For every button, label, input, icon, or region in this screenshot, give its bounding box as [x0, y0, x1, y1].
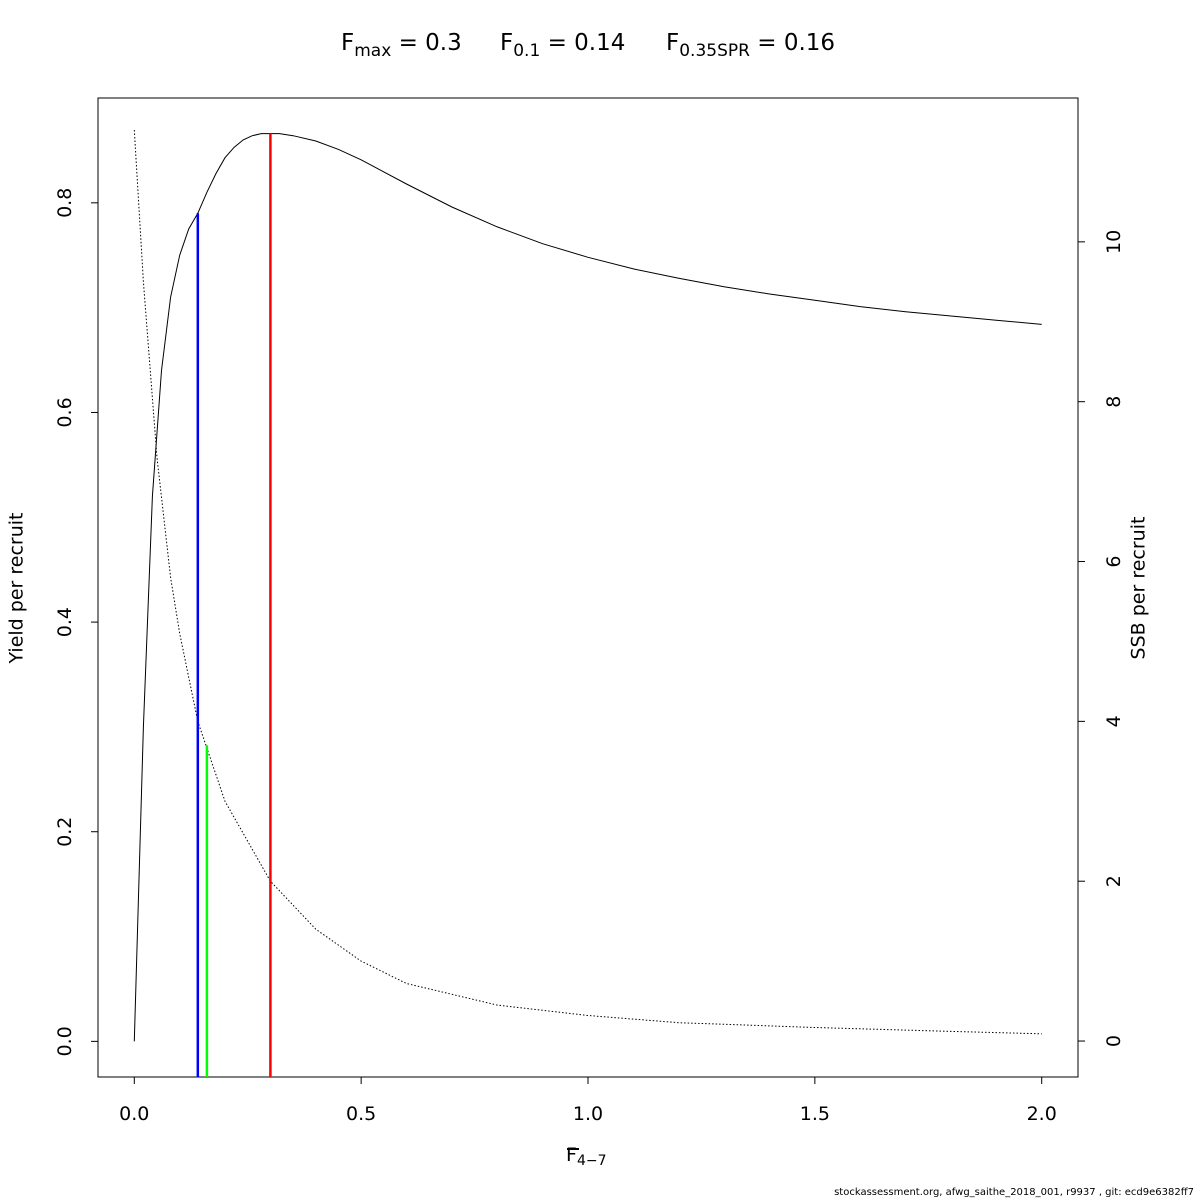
ssb-per-recruit-line: [133, 129, 1042, 1035]
x-tick-label: 1.0: [573, 1103, 603, 1125]
y-left-tick-label: 0.6: [54, 397, 76, 427]
title-fspr: F0.35SPR = 0.16: [666, 30, 836, 61]
footer-source: stockassessment.org, afwg_saithe_2018_00…: [834, 1187, 1194, 1198]
x-tick-label: 0.5: [346, 1103, 376, 1125]
y-right-tick-label: 6: [1103, 555, 1125, 567]
yield-per-recruit-line: [133, 133, 1042, 1042]
x-tick-label: 2.0: [1027, 1103, 1057, 1125]
y-right-tick-label: 0: [1103, 1035, 1125, 1047]
x-axis-label: F4−7: [566, 1144, 607, 1169]
y-left-tick-label: 0.0: [54, 1026, 76, 1056]
y-left-tick-label: 0.8: [54, 188, 76, 218]
y-axis-left-label: Yield per recruit: [5, 512, 27, 664]
y-right-tick-label: 8: [1103, 396, 1125, 408]
y-left-tick-label: 0.4: [54, 607, 76, 637]
y-right-tick-label: 2: [1103, 875, 1125, 887]
x-axis-label-bar: [567, 1148, 579, 1150]
x-tick-label: 1.5: [800, 1103, 830, 1125]
y-right-tick-label: 10: [1103, 230, 1125, 254]
plot-frame: [97, 97, 1079, 1078]
y-left-tick-label: 0.2: [54, 817, 76, 847]
y-axis-right-label: SSB per recruit: [1126, 516, 1149, 660]
title-f01: F0.1 = 0.14: [500, 30, 626, 61]
y-right-tick-label: 4: [1103, 715, 1125, 727]
x-tick-label: 0.0: [119, 1103, 149, 1125]
title-fmax: Fmax = 0.3: [341, 30, 462, 61]
